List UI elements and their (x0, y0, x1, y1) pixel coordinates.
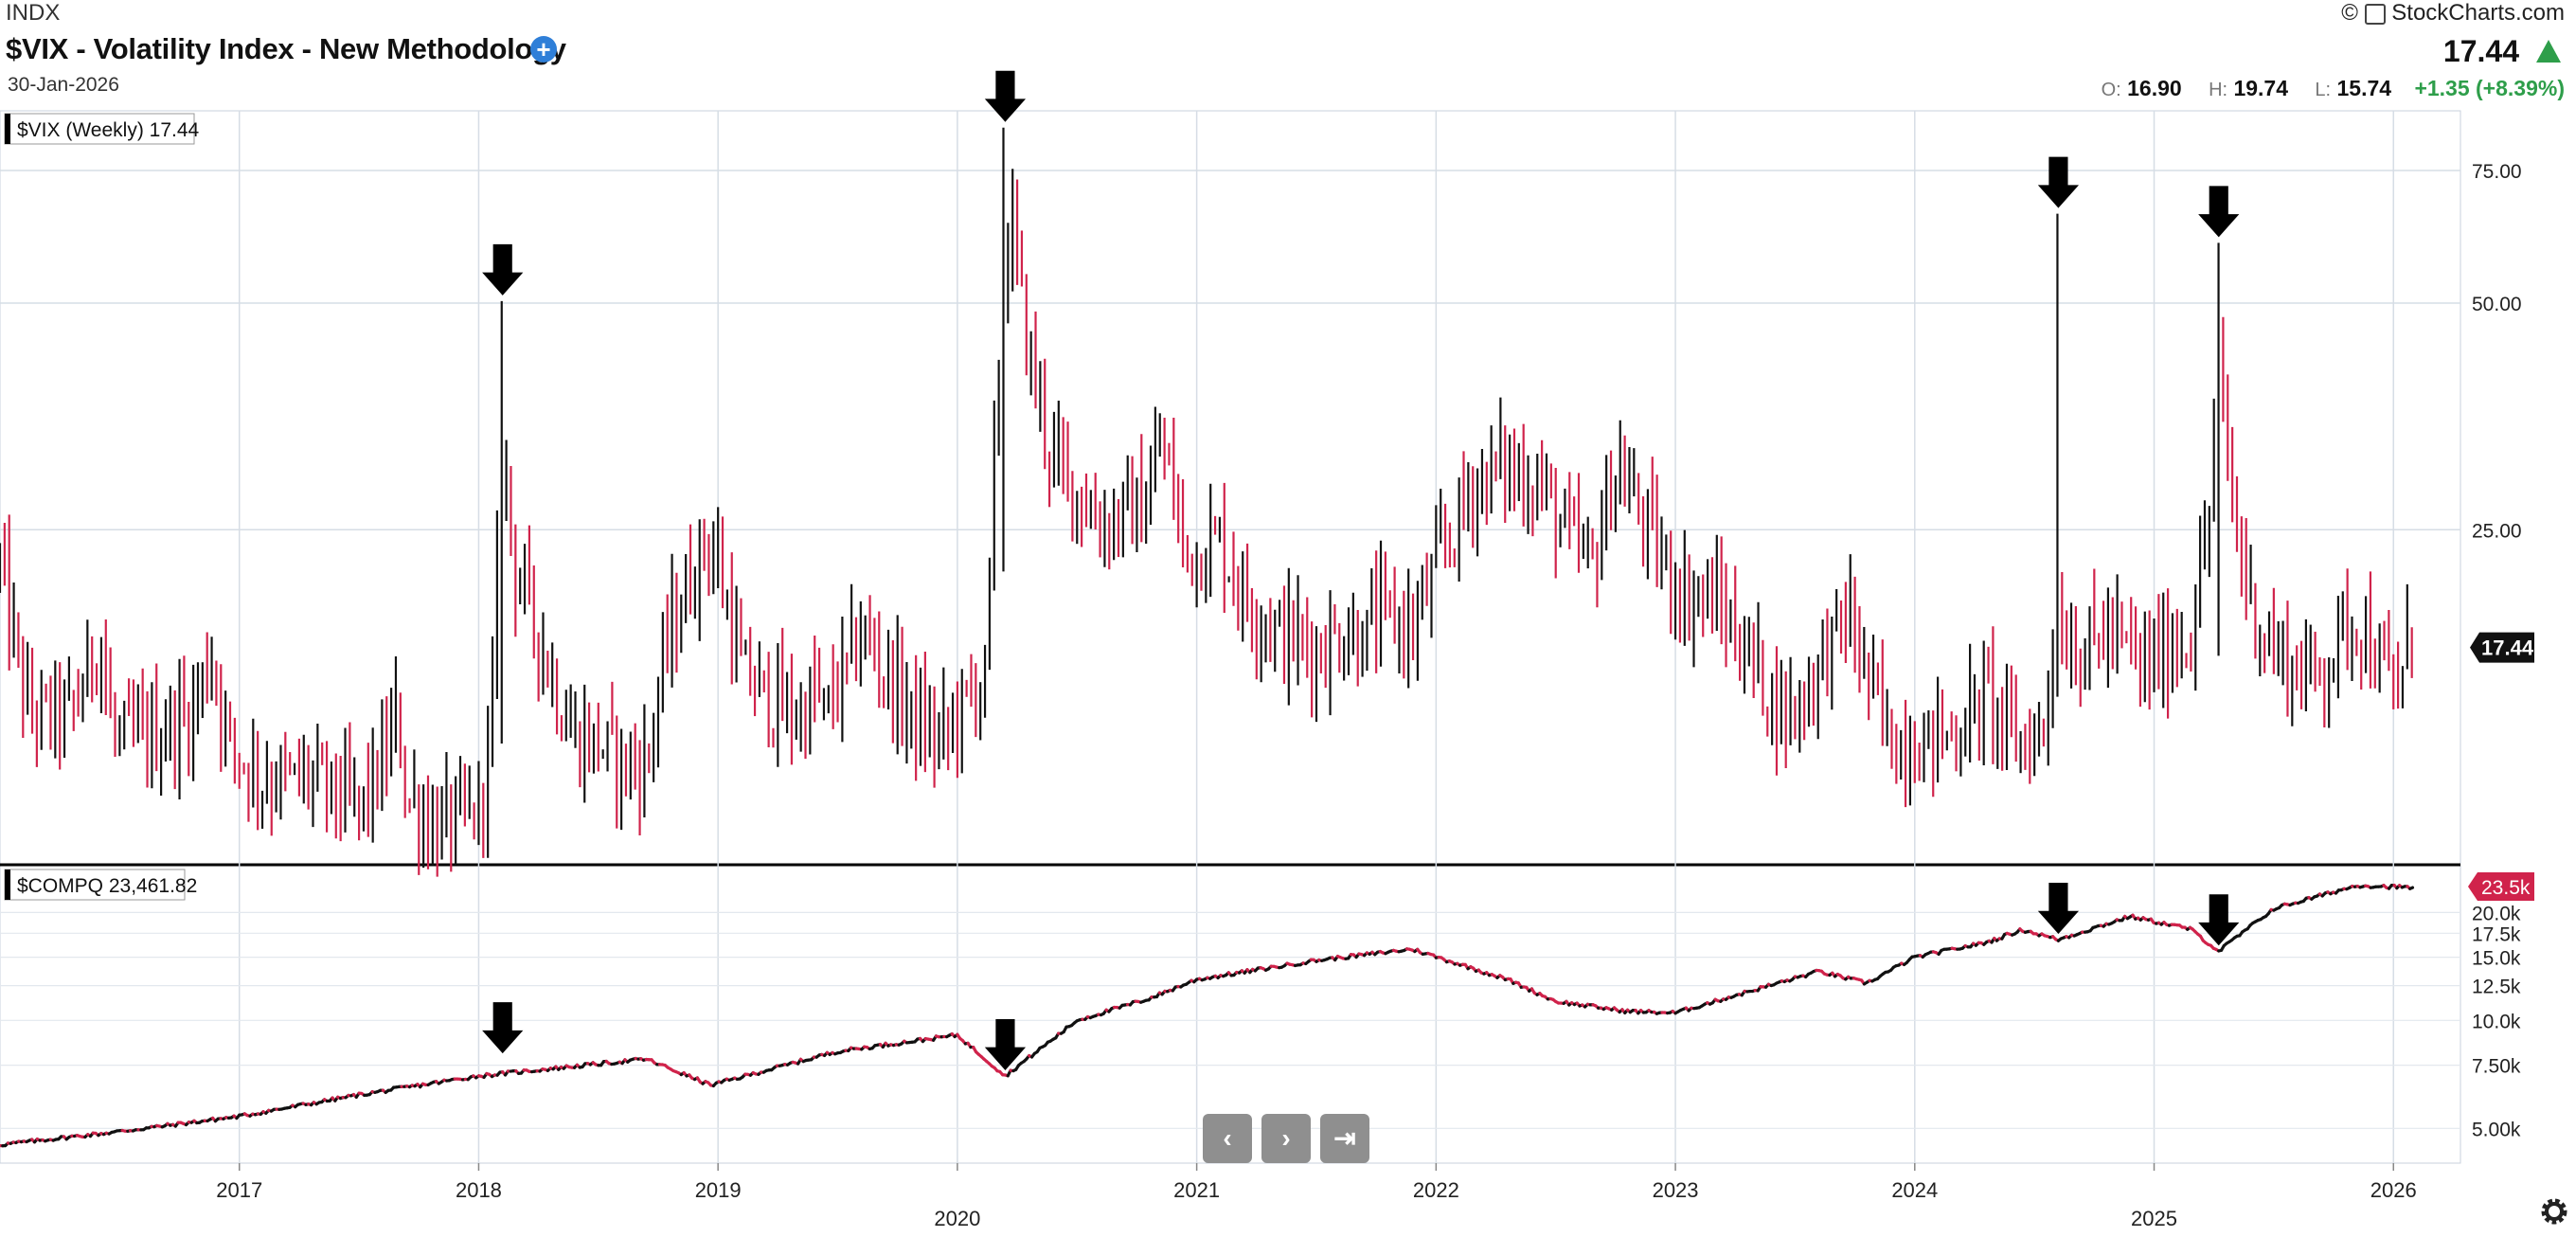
compq-event-arrow (984, 1018, 1027, 1070)
vix-y-tick-label: 25.00 (2472, 520, 2522, 542)
add-symbol-icon[interactable]: + (530, 36, 557, 63)
x-tick-label: 2025 (2131, 1207, 2177, 1230)
scroll-right-button[interactable]: › (1261, 1114, 1311, 1163)
compq-y-tick-label: 17.5k (2472, 923, 2521, 945)
vix-spike-arrow (2037, 156, 2080, 208)
vix-last-value-badge (2470, 632, 2534, 663)
compq-y-tick-label: 7.50k (2472, 1056, 2521, 1078)
open-label: O: (2101, 80, 2121, 100)
vix-legend-swatch (5, 114, 10, 144)
low-label: L: (2315, 80, 2332, 100)
compq-event-arrow (2037, 883, 2080, 935)
vix-panel (0, 110, 2461, 865)
vix-y-tick-label: 50.00 (2472, 294, 2522, 315)
chart-date: 30-Jan-2026 (8, 74, 119, 96)
vix-spike-arrow (2198, 186, 2240, 238)
vix-spike-arrow (984, 70, 1027, 122)
scroll-to-end-button[interactable]: ⇥ (1320, 1114, 1369, 1163)
compq-last-value-text: 23.5k (2481, 877, 2531, 899)
x-tick-label: 2019 (695, 1178, 742, 1202)
compq-last-value-badge (2468, 872, 2534, 901)
change-value: +1.35 (+8.39%) (2414, 76, 2565, 100)
settings-gear-icon[interactable] (2538, 1195, 2570, 1232)
compq-y-tick-label: 10.0k (2472, 1011, 2521, 1032)
scroll-left-button[interactable]: ‹ (1203, 1114, 1252, 1163)
compq-legend-text: $COMPQ 23,461.82 (17, 875, 197, 897)
brand-logo[interactable]: © StockCharts.com (2341, 0, 2565, 27)
compq-event-arrow (482, 1002, 524, 1054)
x-tick-label: 2017 (216, 1178, 262, 1202)
compq-y-tick-label: 15.0k (2472, 948, 2521, 970)
vix-legend-text: $VIX (Weekly) 17.44 (17, 119, 200, 141)
x-tick-label: 2024 (1891, 1178, 1938, 1202)
open-value: 16.90 (2127, 76, 2182, 100)
vix-last-value-text: 17.44 (2481, 636, 2534, 660)
high-label: H: (2209, 80, 2228, 100)
last-price: 17.44 (2442, 34, 2519, 68)
compq-line-segment (2408, 886, 2415, 890)
exchange-label: INDX (6, 0, 61, 26)
compq-y-tick-label: 12.5k (2472, 977, 2521, 998)
compq-y-tick-label: 5.00k (2472, 1119, 2521, 1140)
low-value: 15.74 (2336, 76, 2392, 100)
high-value: 19.74 (2233, 76, 2289, 100)
compq-legend-swatch (5, 869, 10, 900)
vix-legend (4, 113, 195, 145)
compq-event-arrow (2198, 894, 2240, 946)
vix-y-tick-label: 75.00 (2472, 161, 2522, 183)
chart-title: $VIX - Volatility Index - New Methodolog… (6, 32, 566, 65)
vix-spike-arrow (482, 243, 524, 296)
chart-header: INDX $VIX - Volatility Index - New Metho… (0, 0, 2576, 109)
copyright-mark: © (2341, 0, 2358, 26)
x-tick-label: 2020 (934, 1207, 980, 1230)
brand-name: StockCharts.com (2391, 0, 2565, 26)
x-tick-label: 2023 (1653, 1178, 1699, 1202)
ohlc-row: O: 16.90 H: 19.74 L: 15.74 +1.35 (+8.39%… (2102, 76, 2565, 101)
x-tick-label: 2018 (456, 1178, 502, 1202)
compq-y-tick-label: 20.0k (2472, 903, 2521, 924)
x-tick-label: 2022 (1413, 1178, 1459, 1202)
x-tick-label: 2026 (2370, 1178, 2417, 1202)
brand-icon (2364, 3, 2386, 25)
x-tick-label: 2021 (1173, 1178, 1220, 1202)
up-arrow-icon (2534, 38, 2563, 69)
